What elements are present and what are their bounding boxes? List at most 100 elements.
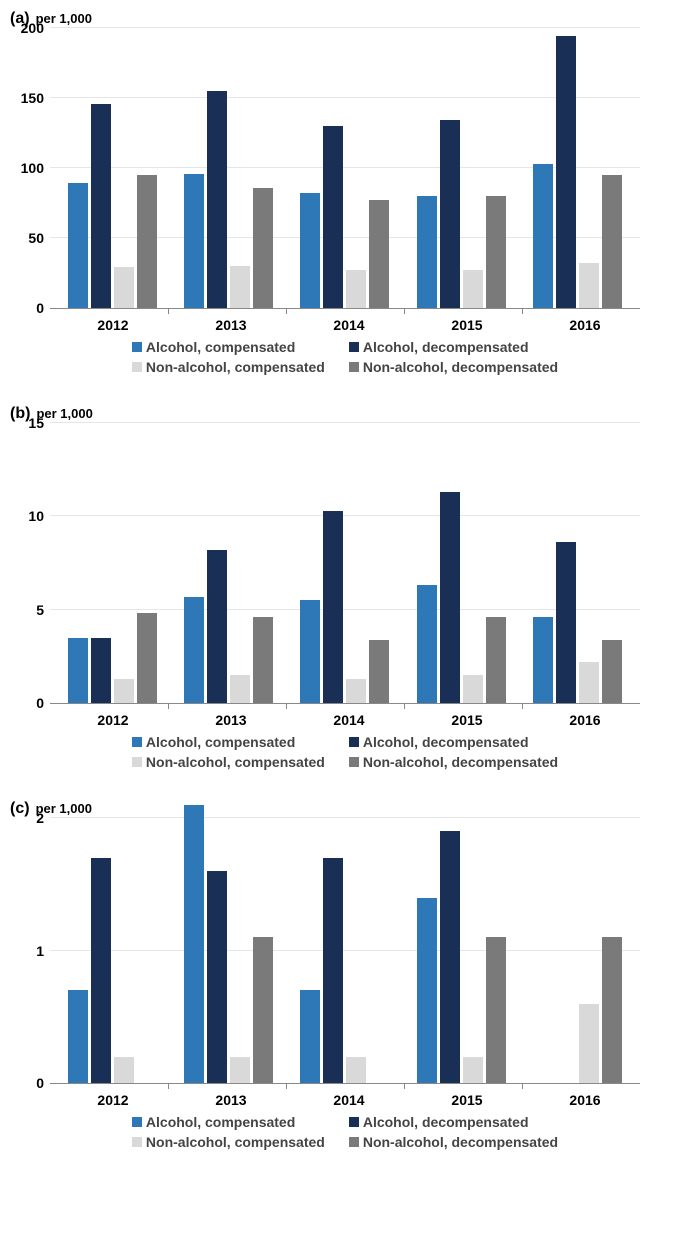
bar xyxy=(579,662,599,703)
x-tick-label: 2013 xyxy=(184,712,279,728)
bar xyxy=(463,675,483,703)
x-tick xyxy=(168,703,169,709)
legend-item: Alcohol, decompensated xyxy=(349,734,558,750)
bar xyxy=(440,120,460,308)
legend-label: Non-alcohol, decompensated xyxy=(363,1134,558,1150)
year-group xyxy=(295,511,395,703)
x-tick-label: 2014 xyxy=(302,317,397,333)
year-group xyxy=(62,613,162,703)
x-tick-label: 2013 xyxy=(184,317,279,333)
bar xyxy=(440,831,460,1083)
bar xyxy=(68,638,88,703)
legend-swatch xyxy=(132,757,142,767)
bar xyxy=(602,937,622,1083)
year-group xyxy=(411,120,511,308)
legend-item: Non-alcohol, decompensated xyxy=(349,1134,558,1150)
legend-swatch xyxy=(349,737,359,747)
bar xyxy=(579,263,599,308)
y-tick-label: 2 xyxy=(36,810,44,826)
y-tick-label: 1 xyxy=(36,943,44,959)
bar xyxy=(184,174,204,308)
x-tick xyxy=(522,1083,523,1089)
bar xyxy=(68,183,88,308)
bar xyxy=(207,550,227,703)
bar xyxy=(369,200,389,308)
plot-area xyxy=(50,423,640,704)
bar xyxy=(91,638,111,703)
x-tick xyxy=(286,1083,287,1089)
bar xyxy=(602,175,622,308)
bars-container xyxy=(50,423,640,703)
bar xyxy=(533,617,553,703)
bar xyxy=(300,193,320,308)
panel-label: (b) xyxy=(10,405,30,423)
legend-label: Non-alcohol, compensated xyxy=(146,359,325,375)
year-group xyxy=(528,937,628,1083)
bar xyxy=(91,858,111,1083)
y-tick-label: 5 xyxy=(36,602,44,618)
legend-label: Alcohol, compensated xyxy=(146,1114,295,1130)
bar xyxy=(556,36,576,308)
bar xyxy=(300,990,320,1083)
y-axis-title: per 1,000 xyxy=(36,406,92,421)
bar xyxy=(463,1057,483,1084)
x-tick-label: 2012 xyxy=(66,1092,161,1108)
bar xyxy=(253,937,273,1083)
y-axis: 210 xyxy=(10,818,50,1083)
x-axis-labels: 20122013201420152016 xyxy=(50,1092,648,1108)
bar xyxy=(114,267,134,308)
bar xyxy=(346,270,366,308)
legend-swatch xyxy=(349,1117,359,1127)
legend-label: Non-alcohol, compensated xyxy=(146,754,325,770)
x-tick-label: 2013 xyxy=(184,1092,279,1108)
y-tick-label: 10 xyxy=(28,508,44,524)
legend-item: Non-alcohol, decompensated xyxy=(349,754,558,770)
bar xyxy=(369,640,389,703)
legend-label: Alcohol, compensated xyxy=(146,339,295,355)
x-tick xyxy=(404,703,405,709)
legend-item: Alcohol, decompensated xyxy=(349,339,558,355)
bar xyxy=(137,175,157,308)
chart-panel-a: (a)per 1,0002001501005002012201320142015… xyxy=(10,10,675,375)
panel-label: (c) xyxy=(10,800,30,818)
year-group xyxy=(411,492,511,703)
y-tick-label: 15 xyxy=(28,415,44,431)
y-tick-label: 0 xyxy=(36,1075,44,1091)
y-axis: 200150100500 xyxy=(10,28,50,308)
y-tick-label: 50 xyxy=(28,230,44,246)
legend-label: Alcohol, decompensated xyxy=(363,734,529,750)
legend-swatch xyxy=(132,737,142,747)
x-tick xyxy=(286,308,287,314)
bar xyxy=(253,617,273,703)
bar xyxy=(184,597,204,703)
legend-item: Non-alcohol, compensated xyxy=(132,359,325,375)
bar xyxy=(114,679,134,703)
legend-label: Alcohol, decompensated xyxy=(363,339,529,355)
legend-item: Alcohol, compensated xyxy=(132,339,325,355)
legend-item: Alcohol, compensated xyxy=(132,1114,325,1130)
bar xyxy=(253,188,273,308)
chart-panel-b: (b)per 1,00015105020122013201420152016Al… xyxy=(10,405,675,770)
year-group xyxy=(411,831,511,1083)
x-tick-label: 2014 xyxy=(302,1092,397,1108)
year-group xyxy=(62,104,162,308)
y-axis-title: per 1,000 xyxy=(36,11,92,26)
bar xyxy=(417,898,437,1084)
year-group xyxy=(295,858,395,1083)
bar xyxy=(486,617,506,703)
bar xyxy=(300,600,320,703)
bar xyxy=(137,613,157,703)
legend-label: Non-alcohol, decompensated xyxy=(363,754,558,770)
x-tick xyxy=(404,1083,405,1089)
x-tick xyxy=(404,308,405,314)
x-tick xyxy=(168,308,169,314)
x-tick-label: 2016 xyxy=(538,317,633,333)
bars-container xyxy=(50,818,640,1083)
bar xyxy=(602,640,622,703)
legend-swatch xyxy=(349,362,359,372)
bar xyxy=(207,871,227,1083)
legend: Alcohol, compensatedAlcohol, decompensat… xyxy=(50,1114,640,1150)
bar xyxy=(230,266,250,308)
y-tick-label: 150 xyxy=(21,90,44,106)
bar xyxy=(68,990,88,1083)
